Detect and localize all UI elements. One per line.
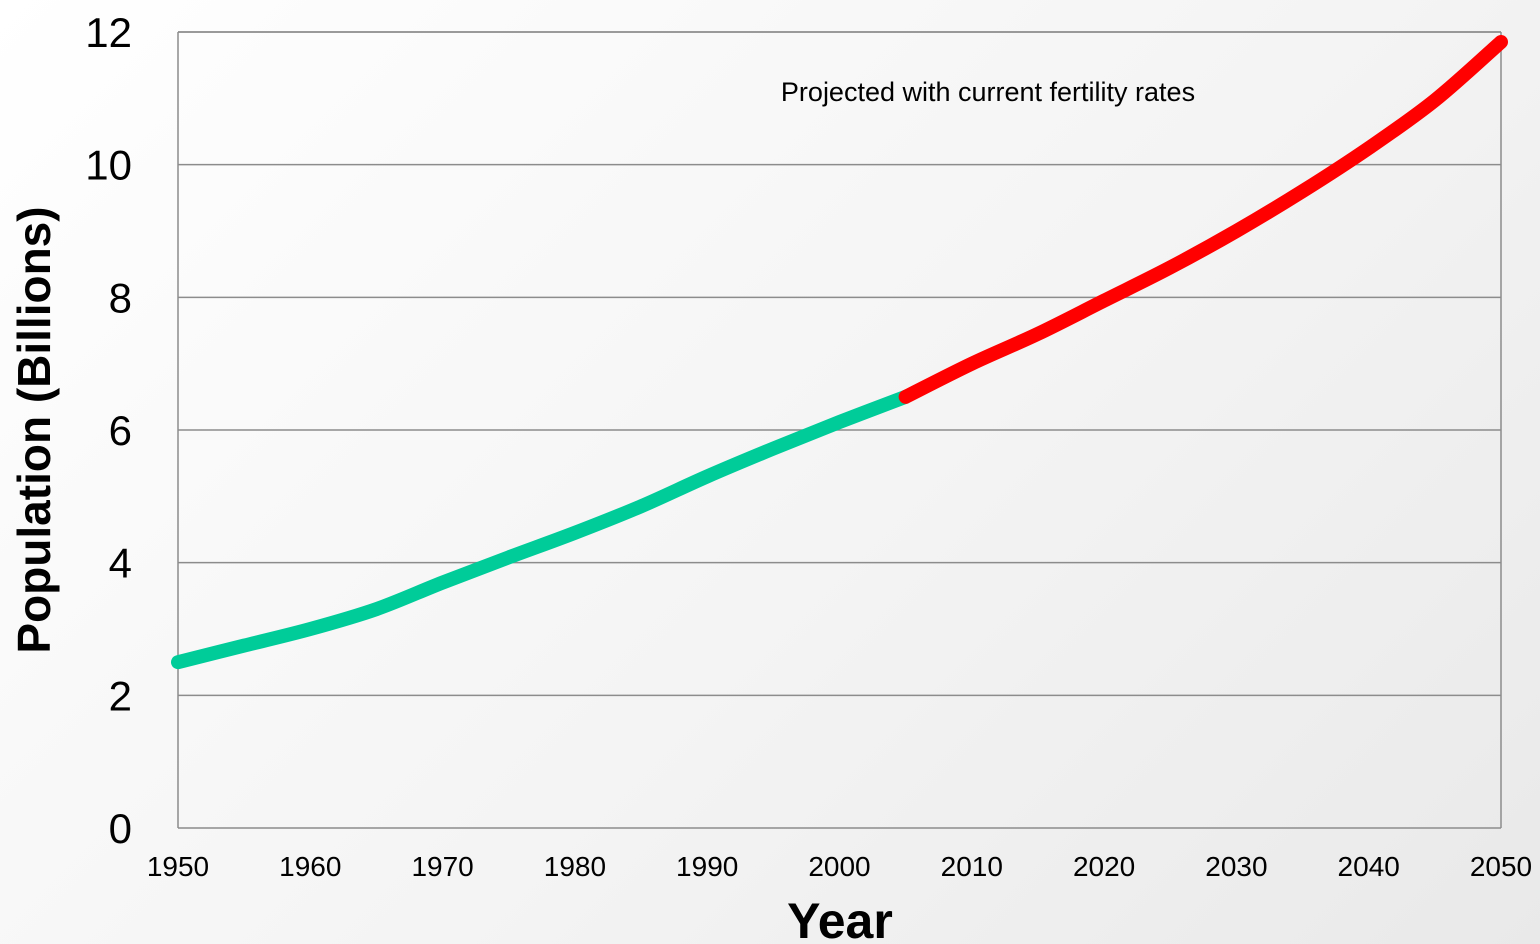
y-tick-label: 12 — [85, 9, 132, 56]
x-tick-label: 2040 — [1338, 851, 1400, 882]
gridlines — [178, 31, 1501, 697]
x-tick-label: 1950 — [147, 851, 209, 882]
annotation-projected: Projected with current fertility rates — [781, 77, 1195, 107]
x-tick-label: 2050 — [1470, 851, 1532, 882]
x-tick-label: 2030 — [1205, 851, 1267, 882]
x-tick-label: 1970 — [411, 851, 473, 882]
x-tick-labels: 1950 1960 1970 1980 1990 2000 2010 2020 2030 2040… — [147, 851, 1532, 882]
x-tick-label: 1960 — [279, 851, 341, 882]
y-axis-title: Population (Billions) — [8, 206, 60, 653]
series-lines — [171, 34, 1508, 670]
series-line-projected — [898, 34, 1508, 404]
x-tick-label: 2020 — [1073, 851, 1135, 882]
y-tick-label: 8 — [109, 274, 132, 321]
x-tick-label: 2000 — [808, 851, 870, 882]
y-tick-labels: 0 2 4 6 8 10 12 — [85, 9, 132, 852]
x-tick-label: 1980 — [544, 851, 606, 882]
y-tick-label: 0 — [109, 805, 132, 852]
axes — [177, 31, 1502, 829]
x-tick-label: 1990 — [676, 851, 738, 882]
x-axis-title: Year — [787, 893, 893, 944]
y-tick-label: 10 — [85, 142, 132, 189]
y-tick-label: 2 — [109, 672, 132, 719]
series-line-historical — [171, 389, 913, 670]
y-tick-label: 6 — [109, 407, 132, 454]
x-tick-label: 2010 — [941, 851, 1003, 882]
y-tick-label: 4 — [109, 540, 132, 587]
